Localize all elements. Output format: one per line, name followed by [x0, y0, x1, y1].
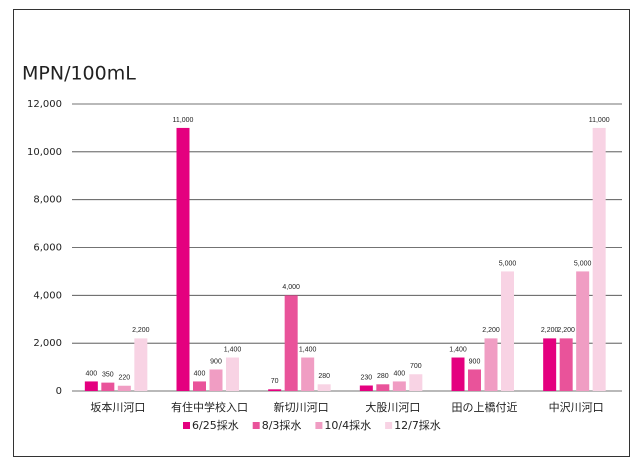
value-label: 230 — [360, 374, 372, 381]
bar — [284, 295, 298, 391]
x-tick-label: 大股川河口 — [365, 400, 420, 414]
value-label: 5,000 — [499, 260, 517, 267]
value-label: 4,000 — [282, 284, 300, 291]
value-label: 1,400 — [299, 346, 317, 353]
value-label: 220 — [118, 375, 130, 382]
bar — [576, 271, 590, 391]
bar — [101, 382, 115, 391]
legend-label: 6/25採水 — [192, 418, 239, 432]
value-label: 900 — [210, 358, 222, 365]
value-label: 2,200 — [541, 327, 559, 334]
value-label: 2,200 — [132, 327, 150, 334]
value-label: 400 — [85, 370, 97, 377]
x-tick-label: 田の上橋付近 — [452, 400, 518, 414]
value-label: 5,000 — [574, 260, 592, 267]
y-tick-label: 2,000 — [33, 338, 62, 349]
bar — [84, 381, 98, 391]
bar — [543, 338, 557, 391]
value-label: 900 — [469, 358, 481, 365]
value-label: 400 — [393, 370, 405, 377]
value-label: 280 — [377, 373, 389, 380]
bar — [268, 389, 282, 391]
bar — [559, 338, 573, 391]
legend-swatch — [252, 422, 260, 429]
value-label: 11,000 — [173, 117, 194, 124]
x-tick-label: 坂本川河口 — [90, 400, 145, 414]
bar — [484, 338, 498, 391]
bar — [193, 381, 206, 391]
value-label: 1,400 — [449, 346, 467, 353]
value-label: 400 — [194, 370, 206, 377]
value-label: 700 — [410, 363, 422, 370]
value-label: 2,200 — [557, 327, 575, 334]
bar — [176, 127, 190, 392]
bar — [317, 384, 331, 391]
y-tick-label: 4,000 — [33, 290, 62, 301]
bar — [226, 357, 239, 391]
legend-swatch — [385, 422, 393, 429]
bar — [134, 338, 148, 391]
value-label: 11,000 — [589, 117, 610, 124]
legend-swatch — [315, 422, 323, 429]
bar — [392, 381, 406, 391]
y-tick-label: 12,000 — [27, 99, 62, 110]
y-tick-label: 6,000 — [33, 243, 62, 254]
bar — [209, 369, 223, 391]
y-tick-label: 0 — [56, 386, 62, 397]
value-label: 2,200 — [482, 327, 500, 334]
value-label: 350 — [102, 371, 114, 378]
legend-label: 10/4採水 — [324, 418, 371, 432]
legend-label: 12/7採水 — [394, 418, 441, 432]
chart-title: MPN/100mL — [22, 63, 136, 85]
bar — [117, 385, 131, 391]
y-tick-label: 8,000 — [33, 195, 62, 206]
bar — [451, 357, 465, 391]
value-label: 280 — [318, 373, 330, 380]
x-tick-label: 中沢川河口 — [549, 400, 604, 414]
x-tick-label: 有住中学校入口 — [171, 400, 248, 414]
bar — [409, 374, 423, 391]
legend-swatch — [183, 422, 190, 429]
legend-label: 8/3採水 — [262, 418, 302, 432]
bar — [501, 271, 514, 391]
bar — [301, 357, 315, 391]
x-tick-label: 新切川河口 — [274, 400, 329, 414]
value-label: 1,400 — [224, 346, 242, 353]
bar — [592, 127, 606, 392]
bar — [376, 384, 390, 391]
value-label: 70 — [271, 378, 279, 385]
bar — [359, 385, 373, 391]
y-tick-label: 10,000 — [27, 147, 62, 158]
bar — [468, 369, 481, 391]
